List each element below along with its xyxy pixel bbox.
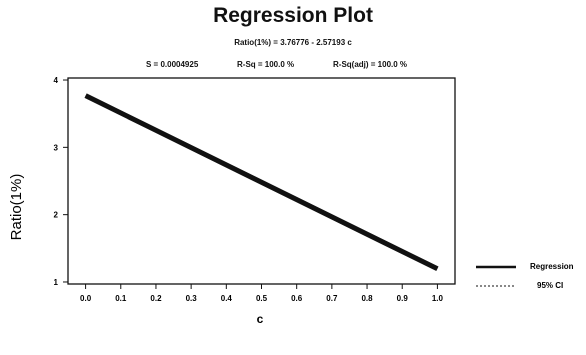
stat-s: S = 0.0004925: [146, 60, 199, 69]
x-tick-label: 0.5: [256, 294, 268, 303]
x-tick-label: 0.0: [80, 294, 92, 303]
x-tick-label: 0.9: [397, 294, 409, 303]
y-tick-label: 3: [54, 143, 59, 152]
x-tick-label: 0.8: [361, 294, 373, 303]
y-tick-label: 4: [54, 76, 59, 85]
regression-line: [84, 93, 439, 272]
x-tick-label: 0.1: [115, 294, 127, 303]
y-tick-label: 2: [54, 211, 59, 220]
y-axis-ticks: 1 2 3 4: [54, 76, 68, 287]
y-axis-label: Ratio(1%): [8, 174, 25, 241]
chart-title: Regression Plot: [213, 4, 373, 27]
legend-regression-label: Regression: [530, 262, 574, 271]
x-tick-label: 0.7: [326, 294, 338, 303]
legend: Regression 95% CI: [476, 262, 574, 290]
x-tick-label: 1.0: [432, 294, 444, 303]
x-axis-label: c: [257, 312, 264, 326]
stat-r-sq: R-Sq = 100.0 %: [237, 60, 295, 69]
legend-ci-label: 95% CI: [537, 281, 563, 290]
y-tick-label: 1: [54, 278, 59, 287]
x-tick-label: 0.4: [221, 294, 233, 303]
plot-frame: [67, 77, 456, 285]
x-tick-label: 0.2: [150, 294, 162, 303]
x-tick-label: 0.6: [291, 294, 303, 303]
regression-equation: Ratio(1%) = 3.76776 - 2.57193 c: [234, 38, 352, 47]
x-axis-ticks: 0.0 0.1 0.2 0.3 0.4 0.5 0.6 0.7 0.8 0.9 1.0: [80, 284, 444, 303]
stat-r-sq-adj: R-Sq(adj) = 100.0 %: [333, 60, 408, 69]
x-tick-label: 0.3: [186, 294, 198, 303]
